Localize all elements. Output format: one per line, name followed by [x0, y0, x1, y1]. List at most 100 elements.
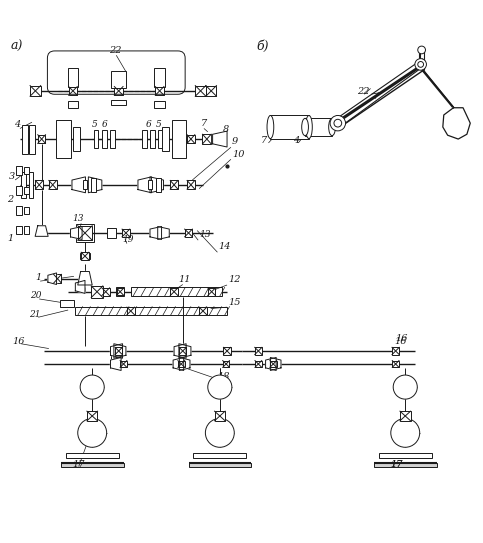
Bar	[38, 135, 45, 143]
Text: 4: 4	[14, 121, 20, 129]
Bar	[16, 186, 22, 194]
Bar	[305, 118, 332, 136]
Polygon shape	[72, 177, 85, 193]
Bar	[30, 86, 41, 96]
Bar	[76, 224, 94, 242]
Bar	[29, 124, 35, 154]
Circle shape	[80, 375, 104, 399]
Bar	[208, 288, 215, 295]
Ellipse shape	[302, 118, 309, 136]
Polygon shape	[48, 273, 57, 285]
Text: 4: 4	[294, 136, 300, 145]
Bar	[158, 130, 163, 148]
Bar	[24, 167, 29, 174]
Bar	[54, 274, 61, 283]
Bar	[91, 178, 96, 192]
Bar	[91, 286, 103, 298]
Bar	[117, 288, 124, 295]
Text: а): а)	[10, 40, 23, 53]
Bar	[69, 86, 77, 95]
Bar	[270, 361, 277, 368]
Text: 17: 17	[391, 460, 403, 469]
Text: 7: 7	[261, 136, 267, 145]
Text: 16: 16	[396, 334, 408, 343]
Bar	[199, 307, 207, 315]
Bar	[83, 180, 87, 189]
Circle shape	[334, 119, 341, 127]
Text: 16: 16	[395, 337, 407, 346]
Bar	[66, 452, 119, 458]
Bar	[148, 180, 153, 189]
Bar	[193, 452, 246, 458]
Bar	[379, 452, 432, 458]
Bar	[114, 86, 123, 95]
Text: 14: 14	[218, 242, 231, 251]
Bar	[116, 287, 125, 296]
Polygon shape	[78, 272, 92, 285]
Polygon shape	[213, 131, 227, 147]
Ellipse shape	[306, 116, 313, 138]
Bar	[131, 287, 222, 296]
Bar	[120, 361, 127, 368]
Circle shape	[415, 59, 426, 70]
Bar	[68, 68, 78, 87]
Text: 7: 7	[200, 119, 207, 128]
Polygon shape	[179, 344, 191, 358]
Text: 11: 11	[178, 275, 190, 284]
Text: б): б)	[256, 40, 269, 53]
Circle shape	[391, 419, 420, 447]
Bar	[16, 226, 22, 235]
Bar	[127, 307, 135, 315]
Text: 15: 15	[228, 298, 241, 307]
Text: 5: 5	[156, 121, 161, 129]
Polygon shape	[114, 344, 126, 358]
Bar	[102, 130, 107, 148]
Bar	[214, 411, 225, 421]
Polygon shape	[179, 357, 190, 370]
Bar	[155, 100, 165, 108]
Bar	[392, 361, 399, 368]
Bar	[115, 348, 122, 355]
Bar	[102, 288, 110, 295]
Polygon shape	[270, 357, 281, 370]
Bar	[28, 172, 33, 198]
Bar	[179, 348, 186, 355]
Text: 12: 12	[228, 275, 241, 284]
Bar	[187, 180, 195, 189]
Bar	[73, 128, 80, 150]
Ellipse shape	[328, 118, 335, 136]
Bar	[156, 86, 164, 95]
Bar	[110, 130, 115, 148]
Bar	[111, 100, 127, 105]
Bar	[255, 361, 262, 368]
Text: 19: 19	[122, 235, 134, 244]
Circle shape	[208, 375, 232, 399]
Text: 21: 21	[28, 310, 40, 319]
Text: 17: 17	[391, 460, 403, 469]
Polygon shape	[111, 357, 121, 370]
Bar	[142, 130, 147, 148]
Text: 13: 13	[72, 214, 84, 223]
Ellipse shape	[267, 116, 274, 138]
Bar	[170, 180, 178, 189]
Bar	[107, 228, 116, 238]
Polygon shape	[443, 108, 470, 139]
Bar	[49, 180, 57, 189]
Bar	[24, 187, 29, 194]
Text: 5: 5	[92, 121, 98, 129]
Bar	[187, 135, 195, 143]
Bar	[56, 120, 71, 159]
Bar	[16, 166, 22, 175]
Text: 20: 20	[29, 292, 41, 300]
Bar	[87, 411, 98, 421]
Polygon shape	[35, 226, 48, 236]
Text: 16: 16	[13, 337, 25, 346]
Circle shape	[418, 61, 424, 67]
Bar	[61, 463, 124, 467]
Bar	[206, 86, 216, 96]
Bar	[374, 463, 437, 467]
Bar	[202, 134, 211, 144]
Bar	[122, 229, 130, 237]
Text: 13: 13	[199, 230, 211, 239]
Bar	[22, 124, 28, 154]
